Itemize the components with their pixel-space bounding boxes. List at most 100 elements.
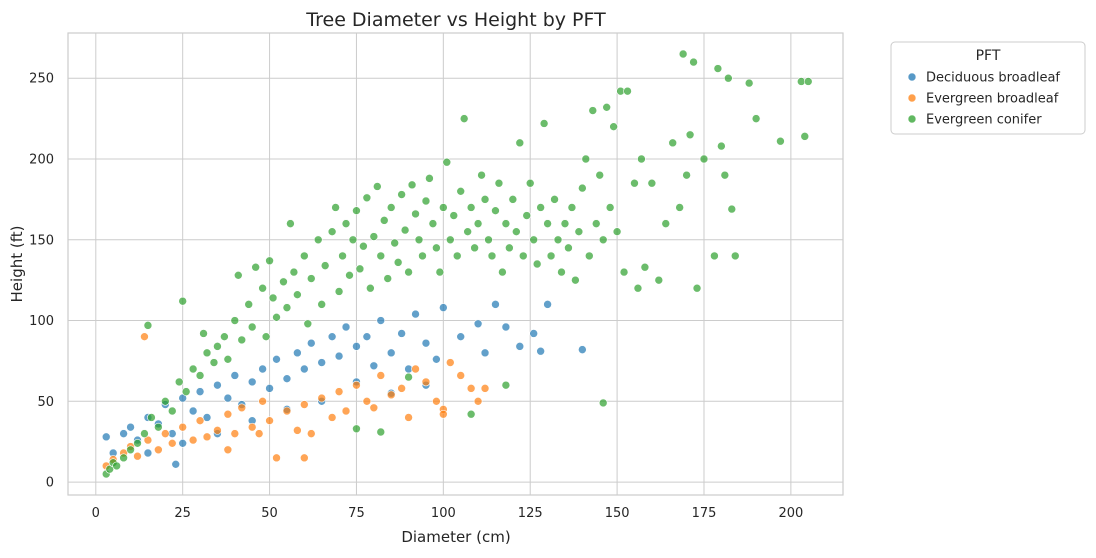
data-point: [268, 293, 278, 303]
data-point: [456, 332, 466, 341]
data-point: [355, 264, 365, 274]
data-point: [247, 322, 257, 332]
data-point: [425, 174, 434, 183]
data-point: [692, 283, 702, 293]
data-point: [543, 300, 552, 309]
data-point: [161, 397, 170, 406]
data-point: [512, 227, 521, 236]
data-point: [678, 49, 688, 59]
data-point: [362, 397, 372, 406]
data-point: [411, 364, 420, 374]
data-point: [230, 316, 240, 325]
data-point: [484, 235, 493, 245]
data-point: [588, 106, 598, 115]
data-point: [282, 374, 292, 383]
data-point: [233, 271, 243, 280]
data-point: [682, 170, 691, 180]
data-point: [317, 358, 326, 367]
data-point: [668, 138, 678, 148]
series-evergreen-broadleaf: [101, 332, 490, 471]
data-point: [397, 384, 406, 393]
data-point: [167, 439, 177, 448]
data-point: [341, 406, 351, 416]
data-point: [195, 416, 205, 425]
data-point: [803, 77, 813, 86]
data-point: [421, 196, 431, 206]
data-point: [459, 114, 469, 123]
data-point: [359, 241, 368, 251]
data-point: [366, 283, 375, 293]
data-point: [675, 203, 684, 212]
data-point: [637, 154, 646, 164]
data-point: [258, 364, 267, 374]
data-point: [348, 235, 358, 245]
data-point: [776, 136, 785, 146]
data-point: [376, 251, 386, 261]
data-point: [452, 251, 462, 261]
data-point: [585, 251, 594, 261]
data-point: [494, 178, 504, 188]
data-point: [126, 445, 135, 455]
data-point: [327, 413, 337, 422]
legend-label: Deciduous broadleaf: [926, 71, 1060, 86]
data-point: [386, 348, 396, 358]
data-points: [101, 49, 813, 479]
data-point: [178, 422, 187, 432]
data-point: [491, 300, 500, 309]
data-point: [289, 267, 299, 277]
data-point: [553, 235, 563, 245]
data-point: [546, 251, 556, 261]
data-point: [445, 235, 455, 245]
data-point: [439, 303, 448, 312]
data-point: [439, 409, 448, 419]
data-point: [466, 409, 476, 419]
data-point: [373, 182, 382, 191]
y-tick-label: 200: [29, 153, 54, 168]
legend-marker: [907, 93, 917, 103]
data-point: [143, 321, 153, 330]
data-point: [306, 338, 316, 348]
data-point: [501, 219, 511, 228]
data-point: [334, 287, 344, 296]
data-point: [352, 206, 361, 215]
y-axis-label: Height (ft): [8, 226, 26, 303]
data-point: [317, 300, 326, 309]
data-point: [390, 238, 399, 248]
y-tick-label: 0: [46, 476, 54, 491]
data-point: [300, 364, 309, 374]
data-point: [247, 422, 257, 432]
data-point: [598, 398, 608, 408]
data-point: [293, 348, 302, 358]
data-point: [265, 416, 274, 425]
data-point: [383, 274, 393, 283]
data-point: [244, 300, 254, 309]
data-point: [258, 397, 267, 406]
data-point: [272, 453, 281, 463]
data-point: [605, 203, 615, 212]
data-point: [293, 426, 302, 435]
data-point: [300, 251, 309, 261]
data-point: [404, 267, 413, 277]
data-point: [393, 258, 403, 267]
data-point: [480, 348, 490, 358]
data-point: [300, 400, 309, 409]
x-axis-label: Diameter (cm): [401, 528, 510, 546]
data-point: [223, 445, 233, 455]
data-point: [178, 439, 187, 448]
data-point: [140, 332, 149, 341]
y-tick-label: 100: [29, 314, 54, 329]
data-point: [167, 406, 177, 416]
data-point: [480, 195, 490, 204]
data-point: [699, 154, 709, 164]
data-point: [456, 187, 466, 196]
legend-box: [890, 41, 1086, 135]
data-point: [265, 256, 274, 266]
data-point: [119, 453, 128, 463]
data-point: [498, 267, 507, 277]
data-point: [574, 227, 584, 236]
data-point: [713, 64, 723, 73]
data-point: [223, 355, 233, 364]
data-point: [470, 243, 479, 253]
data-point: [595, 170, 605, 180]
data-point: [261, 332, 271, 341]
